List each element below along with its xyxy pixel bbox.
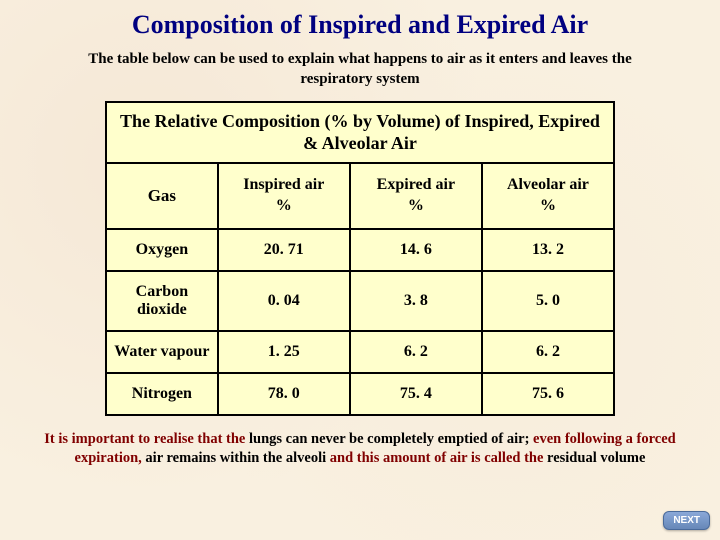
cell-value: 5. 0 bbox=[482, 271, 614, 331]
col-header-alveolar: Alveolar air % bbox=[482, 163, 614, 229]
footer-seg: It is important to realise that the bbox=[44, 431, 249, 447]
col-header-alveolar-l1: Alveolar air bbox=[507, 176, 589, 193]
col-header-expired-l1: Expired air bbox=[377, 176, 455, 193]
cell-value: 1. 25 bbox=[218, 331, 350, 373]
footer-seg: residual volume bbox=[547, 450, 645, 466]
next-button[interactable]: NEXT bbox=[663, 511, 710, 530]
composition-table: The Relative Composition (% by Volume) o… bbox=[105, 101, 615, 416]
cell-value: 78. 0 bbox=[218, 373, 350, 415]
cell-value: 14. 6 bbox=[350, 229, 482, 271]
page-title: Composition of Inspired and Expired Air bbox=[0, 0, 720, 40]
table-row: Oxygen 20. 71 14. 6 13. 2 bbox=[106, 229, 614, 271]
table-row: Water vapour 1. 25 6. 2 6. 2 bbox=[106, 331, 614, 373]
cell-gas: Nitrogen bbox=[106, 373, 218, 415]
cell-value: 6. 2 bbox=[482, 331, 614, 373]
table-row: Nitrogen 78. 0 75. 4 75. 6 bbox=[106, 373, 614, 415]
footer-note: It is important to realise that the lung… bbox=[25, 430, 695, 468]
cell-value: 75. 4 bbox=[350, 373, 482, 415]
col-header-inspired: Inspired air % bbox=[218, 163, 350, 229]
cell-value: 6. 2 bbox=[350, 331, 482, 373]
cell-gas: Water vapour bbox=[106, 331, 218, 373]
cell-gas: Carbon dioxide bbox=[106, 271, 218, 331]
subtitle-text: The table below can be used to explain w… bbox=[80, 50, 640, 89]
col-header-inspired-l1: Inspired air bbox=[243, 176, 324, 193]
col-header-alveolar-l2: % bbox=[540, 197, 556, 214]
col-header-inspired-l2: % bbox=[276, 197, 292, 214]
footer-seg: and this amount of air is called the bbox=[330, 450, 547, 466]
cell-value: 3. 8 bbox=[350, 271, 482, 331]
col-header-gas: Gas bbox=[106, 163, 218, 229]
cell-gas: Oxygen bbox=[106, 229, 218, 271]
cell-value: 75. 6 bbox=[482, 373, 614, 415]
col-header-expired: Expired air % bbox=[350, 163, 482, 229]
footer-seg: lungs can never be completely emptied of… bbox=[249, 431, 533, 447]
col-header-expired-l2: % bbox=[408, 197, 424, 214]
footer-seg: air remains within the alveoli bbox=[145, 450, 329, 466]
cell-value: 0. 04 bbox=[218, 271, 350, 331]
table-row: Carbon dioxide 0. 04 3. 8 5. 0 bbox=[106, 271, 614, 331]
table-caption: The Relative Composition (% by Volume) o… bbox=[106, 102, 614, 163]
cell-value: 13. 2 bbox=[482, 229, 614, 271]
cell-value: 20. 71 bbox=[218, 229, 350, 271]
